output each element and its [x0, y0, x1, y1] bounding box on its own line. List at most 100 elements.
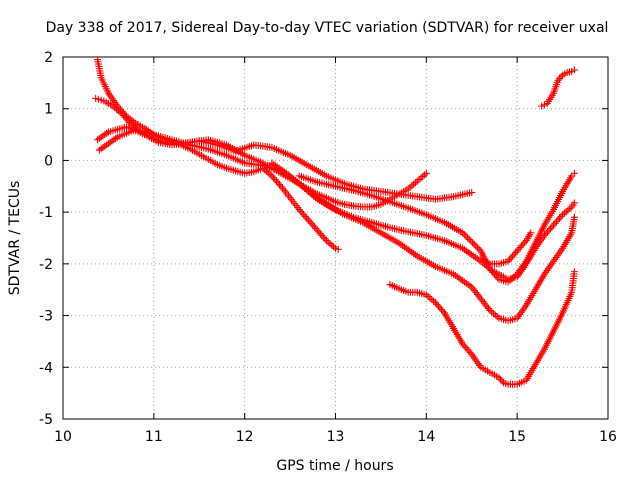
- data-point: [269, 174, 277, 182]
- data-point: [570, 213, 578, 221]
- y-tick-label: -2: [39, 257, 53, 273]
- data-point: [495, 374, 503, 382]
- x-axis-ticks: 10 11 12 13 14 15 16: [54, 57, 617, 445]
- data-point: [498, 377, 506, 385]
- data-point: [326, 240, 334, 248]
- y-tick-label: 2: [44, 50, 53, 66]
- data-point: [491, 311, 499, 319]
- data-point: [518, 242, 526, 250]
- data-point: [570, 268, 578, 276]
- data-point: [516, 243, 524, 251]
- data-point: [306, 218, 314, 226]
- data-point: [315, 228, 323, 236]
- series-track-6: [295, 169, 578, 286]
- data-point: [266, 170, 274, 178]
- data-point: [436, 304, 444, 312]
- data-point: [298, 209, 306, 217]
- data-point: [488, 308, 496, 316]
- data-point: [303, 214, 311, 222]
- data-point: [548, 223, 556, 231]
- data-point: [543, 228, 551, 236]
- data-point: [564, 206, 572, 214]
- data-point: [472, 242, 480, 250]
- y-tick-label: -1: [39, 205, 53, 221]
- data-point: [411, 179, 419, 187]
- data-point: [415, 176, 423, 184]
- y-tick-label: -5: [39, 412, 53, 428]
- data-point: [318, 231, 326, 239]
- data-point: [413, 177, 421, 185]
- x-tick-label: 10: [54, 429, 72, 445]
- data-point: [545, 226, 553, 234]
- data-point: [468, 188, 476, 196]
- data-point: [431, 299, 439, 307]
- x-tick-label: 11: [145, 429, 163, 445]
- x-tick-label: 14: [417, 429, 435, 445]
- data-point: [316, 230, 324, 238]
- data-point: [470, 240, 478, 248]
- data-point: [277, 182, 285, 190]
- data-point: [460, 230, 468, 238]
- data-point: [527, 229, 535, 237]
- data-point: [334, 245, 342, 253]
- data-point: [419, 172, 427, 180]
- data-point: [553, 218, 561, 226]
- data-point: [570, 169, 578, 177]
- data-point: [560, 209, 568, 217]
- y-tick-label: 0: [44, 153, 53, 169]
- data-point: [519, 240, 527, 248]
- y-axis-label: SDTVAR / TECUs: [7, 181, 23, 296]
- data-point: [408, 182, 416, 190]
- data-point: [462, 232, 470, 240]
- data-point: [493, 274, 501, 282]
- data-point: [280, 186, 288, 194]
- data-point: [434, 302, 442, 310]
- series-track-7: [477, 229, 535, 268]
- y-tick-label: -3: [39, 309, 53, 325]
- data-point: [557, 212, 565, 220]
- data-point: [321, 235, 329, 243]
- data-point: [121, 113, 129, 121]
- x-tick-label: 12: [236, 429, 254, 445]
- data-point: [297, 207, 305, 215]
- x-tick-label: 15: [508, 429, 526, 445]
- data-point: [313, 226, 321, 234]
- data-point: [283, 190, 291, 198]
- data-point: [426, 294, 434, 302]
- data-point: [464, 234, 472, 242]
- data-point: [546, 225, 554, 233]
- data-point: [462, 343, 470, 351]
- data-point: [463, 345, 471, 353]
- data-point: [126, 119, 134, 127]
- data-point: [319, 233, 327, 241]
- data-point: [417, 174, 425, 182]
- data-point: [559, 211, 567, 219]
- data-point: [512, 249, 520, 257]
- x-tick-label: 16: [599, 429, 617, 445]
- data-point: [513, 247, 521, 255]
- data-point: [282, 188, 290, 196]
- data-point: [509, 252, 517, 260]
- data-point: [285, 192, 293, 200]
- data-point: [433, 300, 441, 308]
- data-point: [515, 245, 523, 253]
- data-point: [507, 254, 515, 262]
- data-point: [475, 245, 483, 253]
- data-point: [328, 241, 336, 249]
- data-point: [466, 349, 474, 357]
- data-point: [570, 199, 578, 207]
- data-point: [439, 307, 447, 315]
- data-point: [562, 208, 570, 216]
- data-point: [279, 184, 287, 192]
- data-point: [487, 267, 495, 275]
- data-points: [92, 56, 578, 388]
- data-point: [422, 169, 430, 177]
- data-point: [428, 296, 436, 304]
- x-tick-label: 13: [327, 429, 345, 445]
- data-point: [307, 219, 315, 227]
- data-point: [469, 239, 477, 247]
- data-point: [410, 180, 418, 188]
- data-point: [542, 230, 550, 238]
- series-track-9: [538, 66, 578, 110]
